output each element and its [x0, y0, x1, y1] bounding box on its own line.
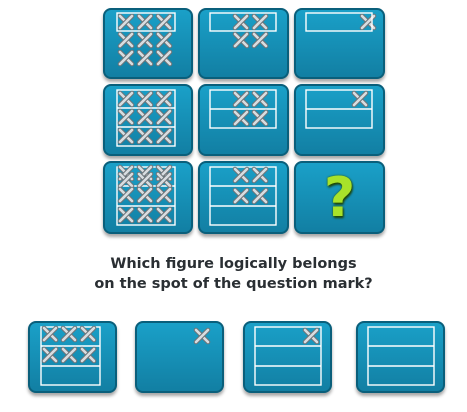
x-cross-icon — [136, 49, 154, 67]
x-cross-icon — [155, 13, 173, 31]
cell-pattern — [305, 89, 373, 129]
x-cross-icon — [41, 325, 59, 343]
x-cross-icon — [251, 13, 269, 31]
x-cross-icon — [117, 31, 135, 49]
x-cross-icon — [302, 327, 320, 345]
x-cross-icon — [60, 325, 78, 343]
x-cross-icon — [155, 90, 173, 108]
x-cross-icon — [136, 206, 154, 224]
x-cross-icon — [117, 171, 135, 189]
x-cross-icon — [232, 109, 250, 127]
x-cross-icon — [117, 206, 135, 224]
x-cross-icon — [232, 187, 250, 205]
x-cross-icon — [155, 108, 173, 126]
x-cross-icon — [232, 166, 250, 184]
x-cross-icon — [79, 346, 97, 364]
x-cross-icon — [117, 127, 135, 145]
answer-option-2[interactable] — [135, 321, 224, 393]
answer-option-4[interactable] — [356, 321, 445, 393]
x-cross-icon — [136, 127, 154, 145]
x-cross-icon — [232, 90, 250, 108]
x-cross-icon — [155, 31, 173, 49]
option-pattern — [40, 325, 101, 386]
x-cross-icon — [117, 186, 135, 204]
x-cross-icon — [136, 13, 154, 31]
grid-cell-2-2 — [198, 84, 289, 156]
cell-pattern — [209, 89, 277, 129]
x-cross-icon — [155, 171, 173, 189]
x-cross-icon — [251, 187, 269, 205]
x-cross-icon — [251, 109, 269, 127]
grid-cell-3-2 — [198, 161, 289, 234]
x-cross-icon — [136, 90, 154, 108]
x-cross-icon — [155, 206, 173, 224]
cell-pattern — [305, 12, 377, 32]
option-pattern — [193, 327, 211, 345]
grid-frame — [116, 166, 176, 226]
question-line-2: on the spot of the question mark? — [94, 276, 373, 292]
grid-frame — [40, 326, 101, 386]
grid-frame — [116, 12, 176, 32]
grid-frame — [209, 12, 277, 32]
cell-pattern — [116, 12, 176, 67]
x-cross-icon — [251, 90, 269, 108]
option-pattern — [367, 326, 435, 386]
x-cross-icon — [60, 346, 78, 364]
cell-pattern — [116, 164, 176, 226]
grid-frame — [254, 326, 322, 386]
answer-option-1[interactable] — [28, 321, 117, 393]
x-cross-icon — [351, 90, 369, 108]
question-line-1: Which figure logically belongs — [110, 256, 357, 272]
grid-cell-3-1 — [103, 161, 193, 234]
grid-cell-question: ? — [294, 161, 385, 234]
grid-cell-2-1 — [103, 84, 193, 156]
x-cross-icon — [155, 49, 173, 67]
option-pattern — [254, 326, 322, 386]
question-mark-icon: ? — [323, 166, 356, 229]
grid-cell-1-1 — [103, 8, 193, 79]
cell-pattern — [209, 166, 277, 226]
grid-frame — [116, 89, 176, 147]
x-cross-icon — [117, 13, 135, 31]
x-cross-icon — [232, 13, 250, 31]
x-cross-icon — [136, 186, 154, 204]
cell-pattern — [209, 12, 277, 49]
answer-option-3[interactable] — [243, 321, 332, 393]
grid-cell-1-2 — [198, 8, 289, 79]
question-text: Which figure logically belongs on the sp… — [60, 254, 407, 294]
x-cross-icon — [117, 108, 135, 126]
grid-cell-1-3 — [294, 8, 385, 79]
x-cross-icon — [232, 31, 250, 49]
cell-pattern — [116, 89, 176, 147]
x-cross-icon — [136, 31, 154, 49]
x-cross-icon — [251, 166, 269, 184]
x-cross-icon — [117, 90, 135, 108]
x-cross-icon — [117, 49, 135, 67]
x-cross-icon — [155, 127, 173, 145]
x-cross-icon — [136, 108, 154, 126]
x-cross-icon — [136, 171, 154, 189]
grid-frame — [209, 166, 277, 226]
x-cross-icon — [155, 186, 173, 204]
x-cross-icon — [193, 327, 211, 345]
x-cross-icon — [41, 346, 59, 364]
grid-cell-2-3 — [294, 84, 385, 156]
grid-frame — [305, 12, 373, 32]
grid-frame — [367, 326, 435, 386]
x-cross-icon — [79, 325, 97, 343]
x-cross-icon — [251, 31, 269, 49]
